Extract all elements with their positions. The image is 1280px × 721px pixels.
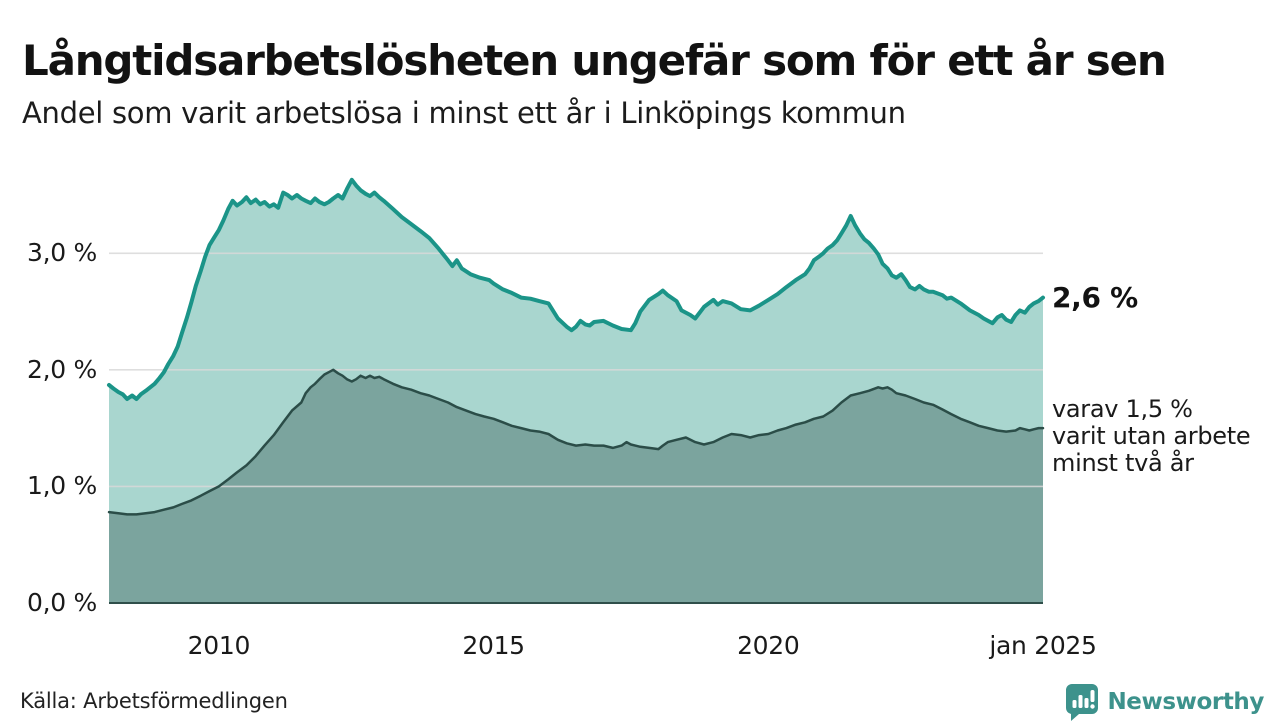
chart-subtitle: Andel som varit arbetslösa i minst ett å… [22,96,906,130]
x-tick-label: jan 2025 [989,631,1097,660]
y-tick-label: 2,0 % [27,354,97,384]
y-tick-label: 3,0 % [27,238,97,268]
x-tick-label: 2020 [737,631,800,660]
annotation-line-2: varit utan arbete [1052,422,1251,450]
gridlines [109,252,1043,488]
annotation-two-years: varav 1,5 % varit utan arbete minst två … [1052,395,1251,477]
line-unemployed-one-year [107,177,1045,401]
newsworthy-wordmark: Newsworthy [1107,689,1264,715]
x-tick-label: 2015 [462,631,525,660]
source-credit: Källa: Arbetsförmedlingen [20,689,288,713]
y-tick-label: 1,0 % [27,471,97,501]
annotation-line-1: varav 1,5 % [1052,395,1193,423]
end-value-label: 2,6 % [1052,281,1138,314]
annotation-line-3: minst två år [1052,449,1194,477]
newsworthy-logo: Newsworthy [1065,684,1264,721]
line-unemployed-two-years [107,368,1045,516]
newsworthy-bubble-icon [1066,684,1099,721]
x-tick-label: 2010 [187,631,251,660]
page-title: Långtidsarbetslösheten ungefär som för e… [22,36,1167,86]
y-tick-label: 0,0 % [27,588,97,617]
